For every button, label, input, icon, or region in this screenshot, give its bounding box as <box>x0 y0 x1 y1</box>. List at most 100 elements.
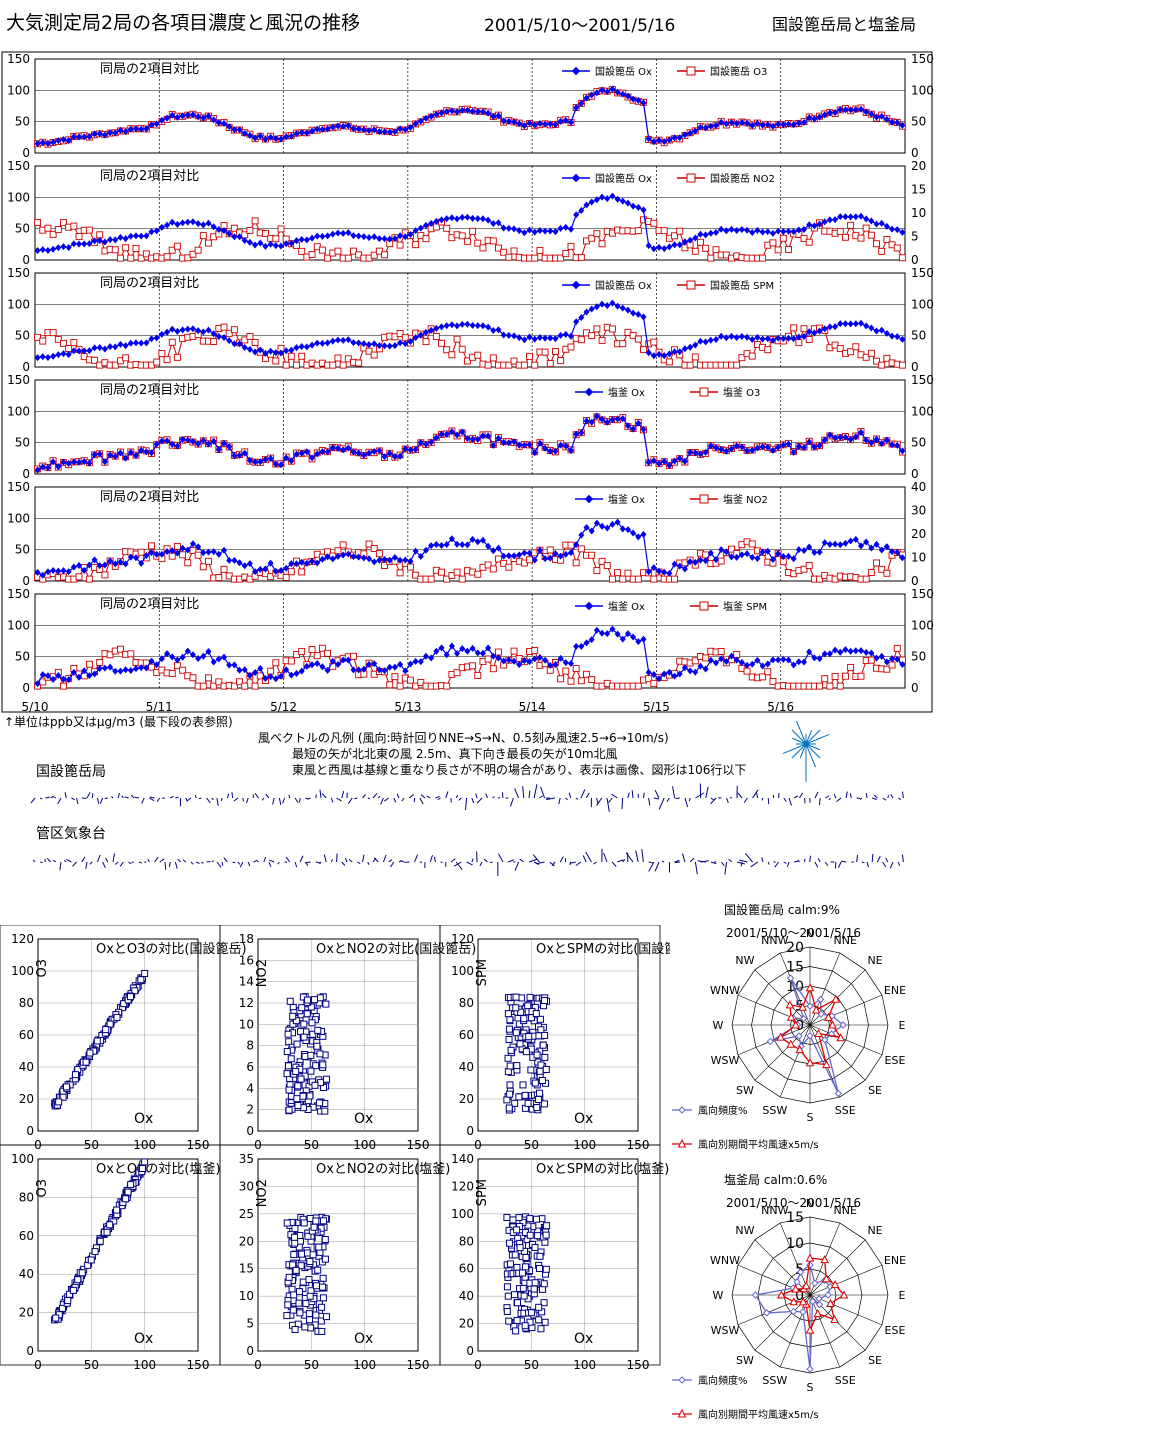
wind-vector-station2 <box>649 862 654 872</box>
secondary-point <box>335 355 341 361</box>
wind-vector-station1 <box>834 794 836 798</box>
scatter-point <box>514 1063 520 1069</box>
scatter-y-tick: 140 <box>451 1152 474 1166</box>
secondary-point <box>205 240 211 246</box>
secondary-point <box>283 362 289 368</box>
rose-frequency-point <box>800 1309 806 1315</box>
secondary-point <box>133 245 139 251</box>
left-tick-label: 100 <box>7 83 30 97</box>
scatter-point <box>526 1034 532 1040</box>
scatter-point <box>308 1052 314 1058</box>
scatter-point <box>301 1220 307 1226</box>
wind-vector-station2 <box>586 852 592 862</box>
wind-vector-station1 <box>784 798 787 802</box>
scatter-x-tick: 100 <box>573 1358 596 1372</box>
wind-vector-station2 <box>867 862 869 867</box>
wind-vector-station1 <box>283 798 285 803</box>
scatter-point <box>520 1270 526 1276</box>
secondary-point <box>785 246 791 252</box>
scatter-point <box>522 1092 528 1098</box>
wind-vector-station2 <box>612 862 616 867</box>
wind-vector-station1 <box>711 798 714 800</box>
scatter-point <box>544 1223 550 1229</box>
secondary-point <box>558 676 564 682</box>
secondary-point <box>666 359 672 365</box>
secondary-point <box>174 543 180 549</box>
scatter-point <box>505 1011 511 1017</box>
secondary-point <box>848 664 854 670</box>
scatter-point <box>522 1323 528 1329</box>
rose-frequency-point <box>767 1038 773 1044</box>
rose-frequency-point <box>818 997 824 1003</box>
scatter-point <box>320 1062 326 1068</box>
scatter-point <box>83 1059 89 1065</box>
scatter-point <box>514 1300 520 1306</box>
rose-direction-label: W <box>713 1019 724 1032</box>
rose-direction-label: NNW <box>761 934 788 947</box>
wind-vector-station2 <box>269 862 271 867</box>
wind-vector-station1 <box>860 798 862 800</box>
secondary-point <box>273 236 279 242</box>
secondary-point <box>506 254 512 260</box>
left-tick-label: 150 <box>7 266 30 280</box>
scatter-point <box>541 1101 547 1107</box>
wind-vector-station2 <box>240 862 243 867</box>
scatter-point <box>324 1076 330 1082</box>
right-tick-label: 150 <box>911 52 934 66</box>
wind-vector-station1 <box>609 798 613 803</box>
secondary-point <box>558 358 564 364</box>
secondary-point <box>205 558 211 564</box>
secondary-point <box>413 242 419 248</box>
left-tick-label: 50 <box>15 115 30 129</box>
scatter-point <box>304 1250 310 1256</box>
scatter-y-tick: 0 <box>26 1344 34 1358</box>
rose-frequency-point <box>816 1296 822 1302</box>
wind-vector-station2 <box>690 858 694 862</box>
wind-vector-station2 <box>324 855 326 862</box>
scatter-point <box>534 1105 540 1111</box>
scatter-x-tick: 50 <box>304 1358 319 1372</box>
scatter-point <box>292 1240 298 1246</box>
scatter-y-tick: 5 <box>246 1317 254 1331</box>
wind-vector-station1 <box>515 788 519 798</box>
secondary-point <box>568 344 574 350</box>
secondary-point <box>532 255 538 261</box>
wind-vector-station1 <box>97 798 98 804</box>
scatter-y-tick: 40 <box>19 1060 34 1074</box>
scatter-point <box>514 1227 520 1233</box>
scatter-point <box>536 1266 542 1272</box>
scatter-point <box>506 1240 512 1246</box>
scatter-point <box>506 1036 512 1042</box>
wind-vector-station2 <box>682 853 685 862</box>
secondary-point <box>521 362 527 368</box>
wind-vector-station2 <box>383 855 386 862</box>
wind-vector-station1 <box>348 798 352 804</box>
wind-vector-station2 <box>139 862 142 863</box>
secondary-point <box>568 243 574 249</box>
wind-vector-station2 <box>233 862 236 863</box>
wind-vector-station2 <box>363 855 364 862</box>
secondary-point <box>164 357 170 363</box>
wind-vector-station2 <box>82 857 85 862</box>
scatter-point <box>320 1295 326 1301</box>
secondary-point <box>428 576 434 582</box>
secondary-point <box>159 350 165 356</box>
wind-vector-station2 <box>33 860 35 862</box>
secondary-point <box>195 247 201 253</box>
rose-direction-label: NNE <box>833 934 856 947</box>
wind-vector-station1 <box>789 798 792 805</box>
scatter-y-tick: 10 <box>239 1017 254 1031</box>
wind-vector-station1 <box>643 793 644 798</box>
left-tick-label: 100 <box>7 404 30 418</box>
wind-vector-station2 <box>775 862 779 867</box>
scatter-point <box>320 1275 326 1281</box>
wind-vector-station2 <box>47 858 50 862</box>
scatter-point <box>291 1292 297 1298</box>
wind-vector-station2 <box>391 862 394 867</box>
scatter-point <box>125 1189 131 1195</box>
legend-label-primary: 塩釜 Ox <box>608 386 645 399</box>
wind-vector-station2 <box>295 862 297 867</box>
panel-title: 同局の2項目対比 <box>100 490 199 505</box>
left-tick-label: 150 <box>7 52 30 66</box>
wind-vector-station1 <box>850 793 851 798</box>
